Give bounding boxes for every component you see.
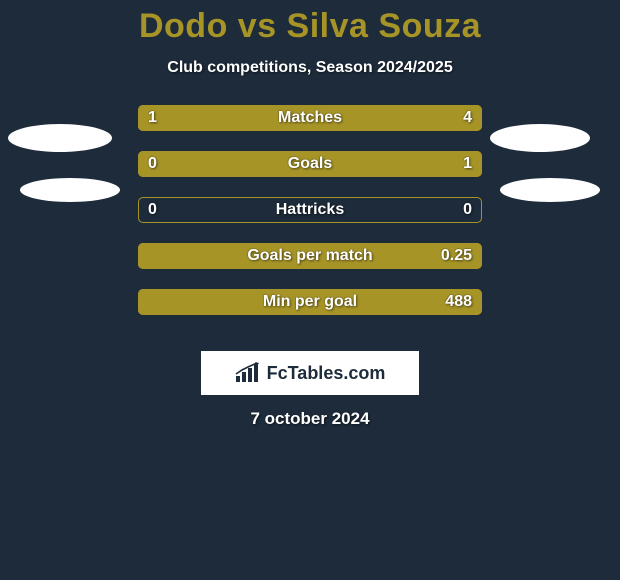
metric-label: Matches <box>138 105 482 131</box>
comparison-title: Dodo vs Silva Souza <box>0 0 620 45</box>
metric-row: 00Hattricks <box>0 197 620 243</box>
metric-label: Hattricks <box>138 197 482 223</box>
club-badge-placeholder <box>500 178 600 202</box>
source-logo-text: FcTables.com <box>267 363 386 384</box>
club-badge-placeholder <box>20 178 120 202</box>
comparison-subtitle: Club competitions, Season 2024/2025 <box>0 59 620 77</box>
bar-chart-icon <box>235 362 261 384</box>
club-badge-placeholder <box>8 124 112 152</box>
source-logo: FcTables.com <box>235 362 386 384</box>
club-badge-placeholder <box>490 124 590 152</box>
metric-label: Goals per match <box>138 243 482 269</box>
metric-row: 0.25Goals per match <box>0 243 620 289</box>
metric-row: 488Min per goal <box>0 289 620 335</box>
source-logo-box: FcTables.com <box>201 351 419 395</box>
metric-label: Goals <box>138 151 482 177</box>
date-label: 7 october 2024 <box>0 409 620 429</box>
metric-label: Min per goal <box>138 289 482 315</box>
